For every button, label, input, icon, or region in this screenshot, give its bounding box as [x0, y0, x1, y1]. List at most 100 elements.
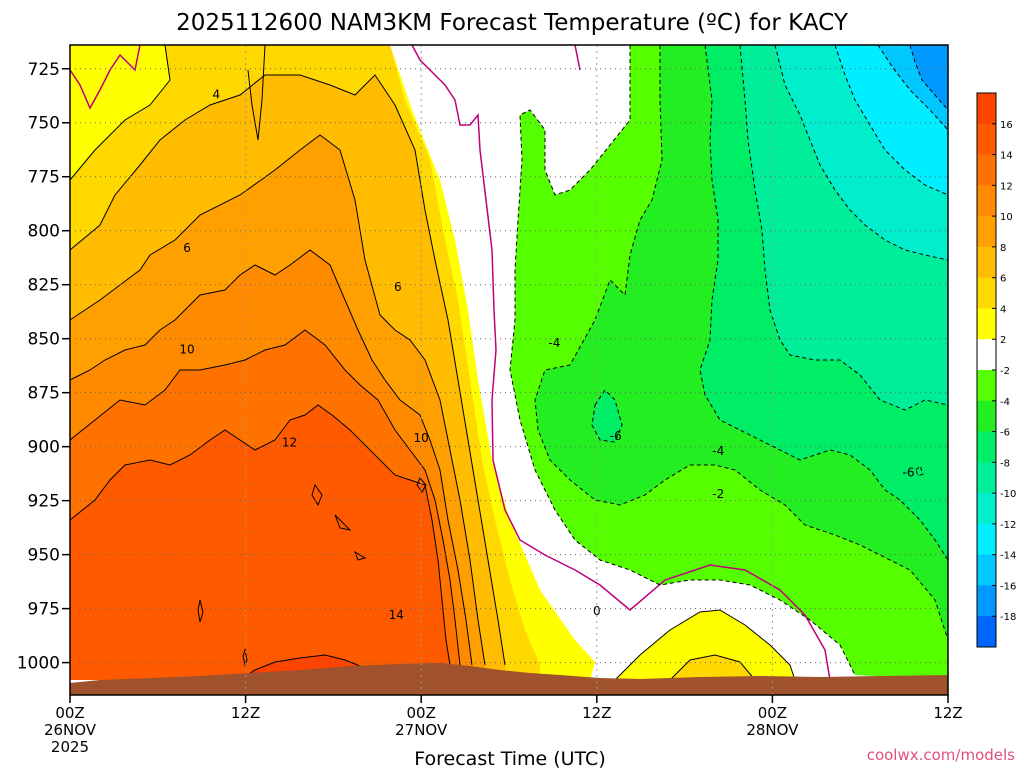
y-tick-label: 1000	[17, 654, 60, 674]
contour-label: -6	[610, 429, 622, 443]
plot-frame	[69, 44, 949, 696]
contour-blob-m6	[915, 465, 924, 477]
colorbar-label: 12	[1000, 181, 1013, 192]
colorbar-swatch	[977, 554, 996, 586]
colorbar-swatch	[977, 246, 996, 279]
colorbar-label: 16	[1000, 120, 1013, 131]
contour-line-m2	[509, 45, 856, 676]
contour-blob-1	[311, 483, 323, 507]
colorbar-label: -8	[1000, 458, 1010, 469]
y-tick-label: 750	[28, 114, 60, 134]
colorbar-swatch	[977, 462, 996, 494]
colorbar-label: 2	[1000, 335, 1006, 346]
contour-line-10	[69, 249, 473, 666]
colorbar-swatch	[977, 585, 996, 617]
contour-label: 12	[282, 435, 297, 449]
colorbar-swatch	[977, 493, 996, 525]
colorbar-swatch	[977, 308, 996, 340]
x-tick-label: 28NOV	[746, 721, 799, 739]
contour-label: -4	[712, 444, 724, 458]
zone-m16-m18	[910, 45, 948, 110]
contour-label: -6	[903, 466, 915, 480]
contour-label: 6	[394, 280, 402, 294]
cold-contours	[509, 44, 949, 676]
colorbar-swatch	[977, 154, 996, 186]
contour-blob-5	[197, 599, 204, 623]
colorbar-label: -10	[1000, 489, 1016, 500]
contour-label: 4	[213, 88, 221, 102]
colorbar-swatch	[977, 339, 996, 371]
y-tick-label: 825	[28, 276, 60, 296]
contour-line-6	[69, 74, 506, 666]
contour-blob-6	[242, 648, 248, 667]
isotherm-zero-center	[411, 44, 831, 681]
x-tick-label: 12Z	[231, 704, 260, 722]
x-tick-label: 12Z	[933, 704, 962, 722]
isotherm-zero-upper-left	[69, 44, 141, 110]
y-tick-label: 975	[28, 600, 60, 620]
colorbar-swatch	[977, 370, 996, 402]
colorbar-label: 10	[1000, 212, 1013, 223]
colorbar-label: -12	[1000, 520, 1016, 531]
colorbar-label: 4	[1000, 304, 1006, 315]
colorbar-swatch	[977, 431, 996, 463]
contour-line-m12	[834, 44, 949, 196]
y-tick-label: 725	[28, 60, 60, 80]
contour-line-m6	[699, 44, 949, 561]
zone-14-16	[70, 405, 450, 680]
x-tick-label: 12Z	[582, 704, 611, 722]
x-tick-label: 00Z	[407, 704, 436, 722]
contour-blob-3	[334, 514, 352, 531]
colorbar-label: -2	[1000, 366, 1010, 377]
contour-line-4	[69, 44, 171, 181]
contour-label: 6	[183, 241, 191, 255]
x-tick-label: 2025	[51, 738, 89, 756]
colorbar-legend: 16 14 12 10 8 6 4 2 -2 -4 -6 -8 -10 -12 -14 -16 -18	[976, 92, 1016, 648]
x-tick-label: 00Z	[55, 704, 84, 722]
x-tick-label: 27NOV	[395, 721, 448, 739]
surface-terrain	[70, 663, 948, 695]
colorbar-swatch	[977, 277, 996, 309]
contour-line-m10	[774, 44, 949, 261]
y-tick-label: 925	[28, 492, 60, 512]
contour-line-16	[239, 654, 366, 681]
colorbar-swatch	[977, 523, 996, 556]
contour-line-m14	[877, 44, 949, 131]
x-tick-label: 00Z	[758, 704, 787, 722]
source-credit: coolwx.com/models	[867, 746, 1015, 764]
contour-labels: 4 6 6 10 12 10 14 0 -4 -6 -4 -2 -6	[179, 88, 914, 622]
y-tick-label: 875	[28, 384, 60, 404]
colorbar-label: -18	[1000, 612, 1016, 623]
contour-line-m8	[739, 44, 949, 411]
colorbar-swatch	[977, 216, 996, 248]
warm-contours	[69, 44, 506, 681]
colorbar-swatch	[977, 616, 996, 648]
colorbar-swatch	[977, 185, 996, 217]
y-axis: 725 750 775 800 825 850 875 900 925 950 975 1000	[17, 60, 70, 674]
colorbar-swatch	[977, 400, 996, 433]
chart-title: 2025112600 NAM3KM Forecast Temperature (…	[176, 10, 849, 36]
plot-area: 4 6 6 10 12 10 14 0 -4 -6 -4 -2 -6	[69, 44, 949, 696]
colorbar-label: 8	[1000, 243, 1006, 254]
contour-line-14	[69, 404, 451, 666]
contour-line-m16	[909, 44, 949, 111]
colorbar-label: 6	[1000, 274, 1006, 285]
y-tick-label: 950	[28, 546, 60, 566]
contour-label: 10	[414, 431, 429, 445]
contour-label: -2	[712, 487, 724, 501]
contour-label: 14	[389, 608, 404, 622]
contour-label: 0	[593, 604, 601, 618]
y-tick-label: 850	[28, 330, 60, 350]
y-tick-label: 775	[28, 168, 60, 188]
colorbar-swatch	[977, 123, 996, 156]
contour-line-12	[69, 329, 461, 666]
isotherm-zero-top	[574, 44, 581, 71]
contour-label: -4	[548, 336, 560, 350]
zone-m6-pocket	[591, 389, 623, 443]
colorbar-label: -4	[1000, 397, 1010, 408]
contour-line-4-right	[247, 44, 266, 141]
colorbar-swatch	[977, 93, 996, 125]
colorbar-label: -14	[1000, 551, 1016, 562]
